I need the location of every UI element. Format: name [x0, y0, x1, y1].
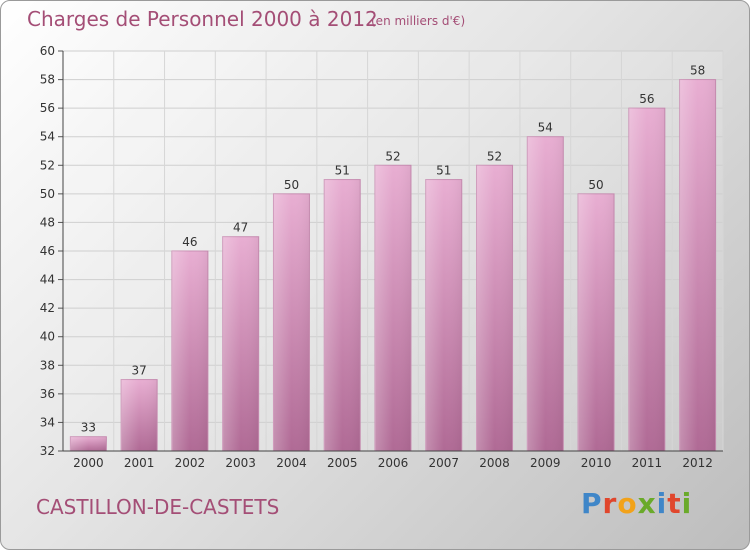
data-label: 37: [132, 364, 147, 378]
x-tick-label: 2002: [175, 456, 206, 470]
y-tick-label: 44: [40, 273, 55, 287]
bar-highlight: [324, 179, 361, 452]
logo-letter: i: [656, 487, 668, 520]
y-tick-label: 42: [40, 301, 55, 315]
x-tick-label: 2004: [276, 456, 307, 470]
y-tick-label: 58: [40, 73, 55, 87]
x-tick-label: 2009: [530, 456, 561, 470]
y-tick-label: 52: [40, 158, 55, 172]
data-label: 52: [487, 149, 502, 163]
data-label: 46: [182, 235, 197, 249]
chart-subtitle: (en milliers d'€): [371, 14, 466, 28]
x-tick-label: 2007: [428, 456, 459, 470]
data-label: 56: [639, 92, 654, 106]
x-tick-label: 2010: [581, 456, 612, 470]
data-label: 54: [538, 121, 553, 135]
x-tick-label: 2008: [479, 456, 510, 470]
proxiti-logo: Proxiti: [581, 487, 692, 520]
bar-highlight: [375, 165, 411, 452]
bar-highlight: [273, 193, 310, 451]
bar-highlight: [121, 379, 158, 451]
x-tick-label: 2003: [225, 456, 256, 470]
bar-highlight: [628, 108, 665, 452]
bar-highlight: [222, 236, 259, 451]
logo-letter: r: [602, 487, 618, 520]
y-tick-label: 54: [40, 130, 55, 144]
bar-highlight: [425, 179, 462, 452]
bar-highlight: [171, 251, 208, 451]
x-tick-label: 2006: [378, 456, 409, 470]
bar-highlight: [70, 436, 107, 451]
x-tick-label: 2011: [632, 456, 663, 470]
y-tick-label: 50: [40, 187, 55, 201]
y-tick-label: 34: [40, 415, 55, 429]
x-tick-label: 2000: [73, 456, 104, 470]
y-tick-label: 32: [40, 444, 55, 458]
bar-highlight: [578, 193, 615, 451]
data-label: 51: [335, 164, 350, 178]
logo-letter: t: [667, 487, 682, 520]
bar-highlight: [679, 79, 716, 452]
y-tick-label: 38: [40, 358, 55, 372]
y-tick-label: 46: [40, 244, 55, 258]
data-label: 58: [690, 64, 705, 78]
x-tick-label: 2001: [124, 456, 155, 470]
x-tick-label: 2012: [682, 456, 713, 470]
logo-letter: x: [637, 487, 657, 520]
logo-letter: o: [617, 487, 638, 520]
y-tick-label: 56: [40, 101, 55, 115]
x-tick-label: 2005: [327, 456, 358, 470]
y-tick-label: 60: [40, 44, 55, 58]
data-label: 50: [284, 178, 299, 192]
logo-letter: i: [681, 487, 693, 520]
data-label: 47: [233, 221, 248, 235]
bar-highlight: [476, 165, 513, 452]
y-tick-label: 40: [40, 330, 55, 344]
chart-title: Charges de Personnel 2000 à 2012: [27, 7, 378, 31]
logo-letter: P: [581, 487, 603, 520]
city-name: CASTILLON-DE-CASTETS: [36, 495, 280, 519]
data-label: 50: [588, 178, 603, 192]
data-label: 51: [436, 164, 451, 178]
y-tick-label: 36: [40, 387, 55, 401]
bar-highlight: [527, 136, 564, 451]
data-label: 33: [81, 421, 96, 435]
data-label: 52: [385, 149, 400, 163]
y-tick-label: 48: [40, 215, 55, 229]
